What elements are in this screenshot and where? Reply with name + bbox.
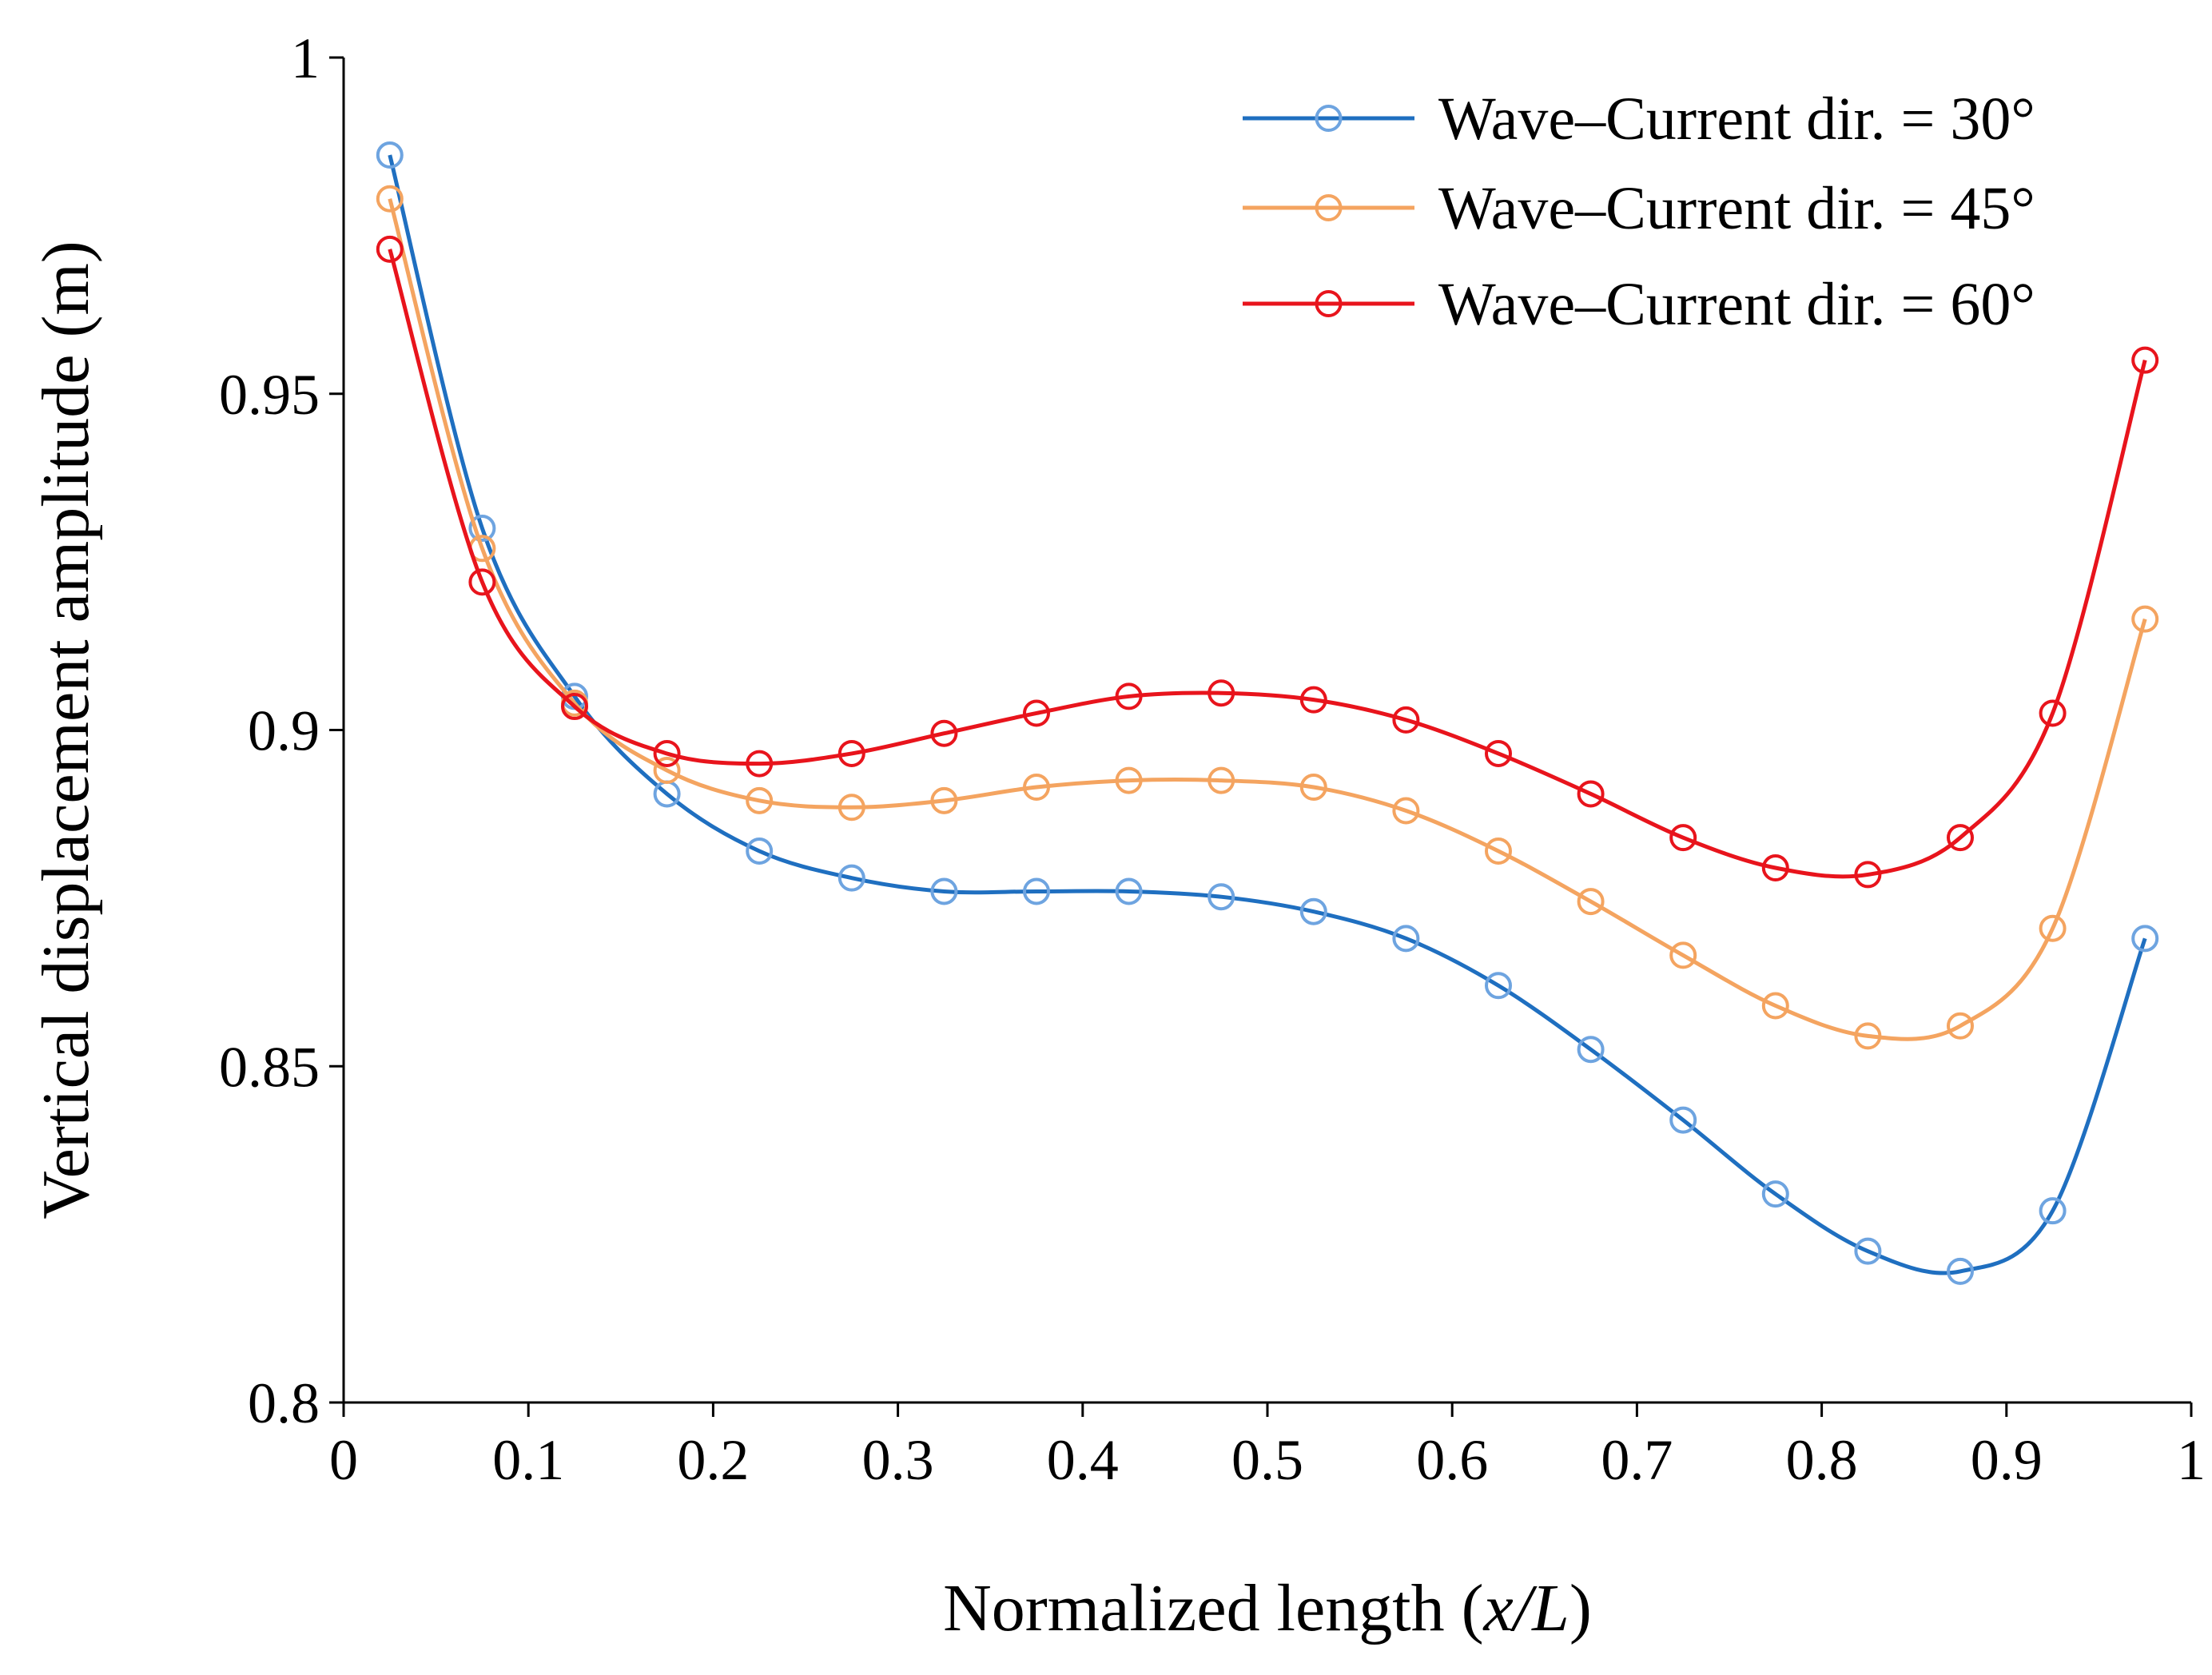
y-tick-label: 1 [291,26,320,90]
x-ticks: 0 0.1 0.2 0.3 0.4 0.5 0.6 0.7 0.8 0.9 1 [329,1402,2206,1492]
legend: Wave–Current dir. = 30° Wave–Current dir.… [1243,86,2035,338]
data-point [1577,888,1605,916]
legend-marker [1315,105,1343,132]
data-point [746,837,774,865]
y-ticks: 0.8 0.85 0.9 0.95 1 [219,26,344,1435]
x-tick-label: 0.5 [1231,1428,1303,1492]
data-point [1207,679,1235,707]
data-point [1392,706,1420,734]
data-point [1392,925,1420,953]
data-point [1854,1237,1882,1265]
data-point [1854,861,1882,889]
data-point [1854,1022,1882,1050]
data-point [1761,992,1789,1020]
series-layer [376,141,2159,1285]
y-tick-label: 0.8 [248,1371,320,1435]
data-point [1023,774,1050,802]
series-line [388,154,2147,1275]
legend-item: Wave–Current dir. = 30° [1243,86,2035,153]
data-point [1669,1106,1697,1134]
data-point [376,185,404,213]
axes [342,58,2191,1404]
data-point [1299,686,1327,714]
y-axis-title: Vertical displacement amplitude (m) [29,241,103,1219]
data-point [837,794,865,822]
legend-label: Wave–Current dir. = 30° [1438,86,2035,153]
data-point [1947,824,1974,852]
x-tick-label: 0.9 [1971,1428,2043,1492]
data-point [837,864,865,892]
data-point [376,141,404,169]
legend-marker [1315,194,1343,221]
legend-item: Wave–Current dir. = 60° [1243,271,2035,338]
data-point [1577,1036,1605,1064]
data-point [561,693,588,721]
legend-label: Wave–Current dir. = 60° [1438,271,2035,338]
data-point [1761,1180,1789,1208]
data-point [1115,877,1143,905]
data-point [2131,925,2159,953]
x-tick-label: 0.3 [862,1428,934,1492]
x-tick-label: 0.7 [1601,1428,1673,1492]
data-point [468,515,496,543]
data-point [1207,766,1235,794]
data-point [746,750,774,778]
data-point [1577,780,1605,808]
data-point [1392,797,1420,825]
data-point [1299,774,1327,802]
series-3 [376,235,2159,889]
x-tick-label: 0.4 [1047,1428,1119,1492]
x-axis-title: Normalized length (x/L) [943,1571,1592,1645]
x-tick-label: 0.2 [677,1428,749,1492]
data-point [1115,766,1143,794]
data-point [653,756,681,784]
data-point [1485,972,1512,1000]
data-point [2039,1197,2067,1225]
x-tick-label: 0.8 [1786,1428,1858,1492]
data-point [1761,854,1789,882]
data-point [1207,883,1235,911]
data-point [1485,739,1512,767]
data-point [1023,699,1050,727]
y-tick-label: 0.95 [219,363,320,427]
series-line [388,249,2147,879]
x-axis-title-suffix: ) [1569,1571,1592,1645]
data-point [1115,682,1143,710]
legend-label: Wave–Current dir. = 45° [1438,175,2035,242]
x-axis-title-prefix: Normalized length ( [943,1571,1483,1645]
x-tick-label: 0 [329,1428,358,1492]
series-2 [376,185,2159,1050]
data-point [1947,1257,1974,1285]
legend-item: Wave–Current dir. = 45° [1243,175,2035,242]
data-point [653,739,681,767]
x-axis-title-variable: x/L [1482,1571,1569,1645]
x-tick-label: 0.6 [1416,1428,1488,1492]
data-point [1299,897,1327,925]
data-point [1669,824,1697,852]
data-point [468,568,496,596]
data-point [930,877,958,905]
data-point [2039,914,2067,942]
data-point [1947,1012,1974,1040]
data-point [1023,877,1050,905]
data-point [930,786,958,814]
data-point [746,786,774,814]
data-point [837,739,865,767]
data-point [376,235,404,263]
series-line [388,198,2147,1041]
data-point [2039,699,2067,727]
data-point [2131,605,2159,633]
legend-marker [1315,290,1343,317]
data-point [2131,346,2159,374]
x-tick-label: 0.1 [492,1428,564,1492]
data-point [930,719,958,747]
y-tick-label: 0.85 [219,1035,320,1099]
x-tick-label: 1 [2177,1428,2206,1492]
data-point [1669,941,1697,969]
y-tick-label: 0.9 [248,699,320,763]
data-point [1485,837,1512,865]
